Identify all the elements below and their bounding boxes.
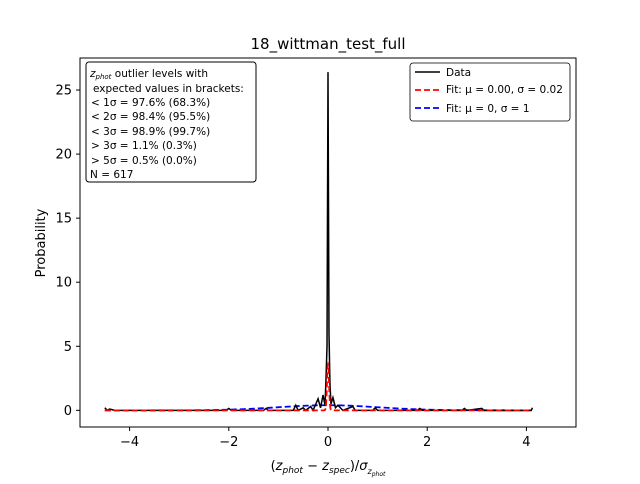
y-tick-label: 0 [64, 404, 72, 419]
annotation-line-1: zphot outlier levels with [89, 68, 208, 81]
y-tick-label: 25 [55, 84, 72, 99]
stats-annotation: zphot outlier levels with expected value… [85, 61, 257, 183]
x-tick-label: 0 [324, 435, 332, 450]
series-line-data [104, 72, 534, 412]
legend-label-fit-narrow: Fit: μ = 0.00, σ = 0.02 [446, 84, 563, 96]
x-axis: −4 −2 0 2 4 [120, 427, 531, 450]
x-tick-label: 2 [423, 435, 431, 450]
y-axis-label: Probability [34, 208, 49, 277]
x-tick-label: −2 [219, 435, 238, 450]
y-tick-label: 10 [55, 276, 72, 291]
legend-label-data: Data [446, 67, 471, 79]
annotation-line-7: > 5σ = 0.5% (0.0%) [91, 155, 197, 167]
annotation-line-4: < 2σ = 98.4% (95.5%) [91, 111, 210, 123]
series-line-fit-narrow [104, 361, 532, 412]
annotation-line-3: < 1σ = 97.6% (68.3%) [91, 97, 210, 109]
annotation-line-5: < 3σ = 98.9% (99.7%) [91, 126, 210, 138]
annotation-line-6: > 3σ = 1.1% (0.3%) [91, 140, 197, 152]
annotation-line-2: expected values in brackets: [93, 83, 244, 95]
y-tick-label: 5 [64, 340, 72, 355]
x-tick-label: 4 [522, 435, 530, 450]
series-layer [104, 72, 534, 412]
y-tick-label: 20 [55, 148, 72, 163]
legend: Data Fit: μ = 0.00, σ = 0.02 Fit: μ = 0,… [409, 62, 571, 122]
y-tick-label: 15 [55, 212, 72, 227]
chart-title: 18_wittman_test_full [250, 35, 405, 54]
y-axis: 0 5 10 15 20 25 [55, 84, 80, 419]
x-tick-label: −4 [120, 435, 139, 450]
legend-label-fit-broad: Fit: μ = 0, σ = 1 [446, 103, 530, 115]
annotation-line-8: N = 617 [90, 169, 133, 181]
